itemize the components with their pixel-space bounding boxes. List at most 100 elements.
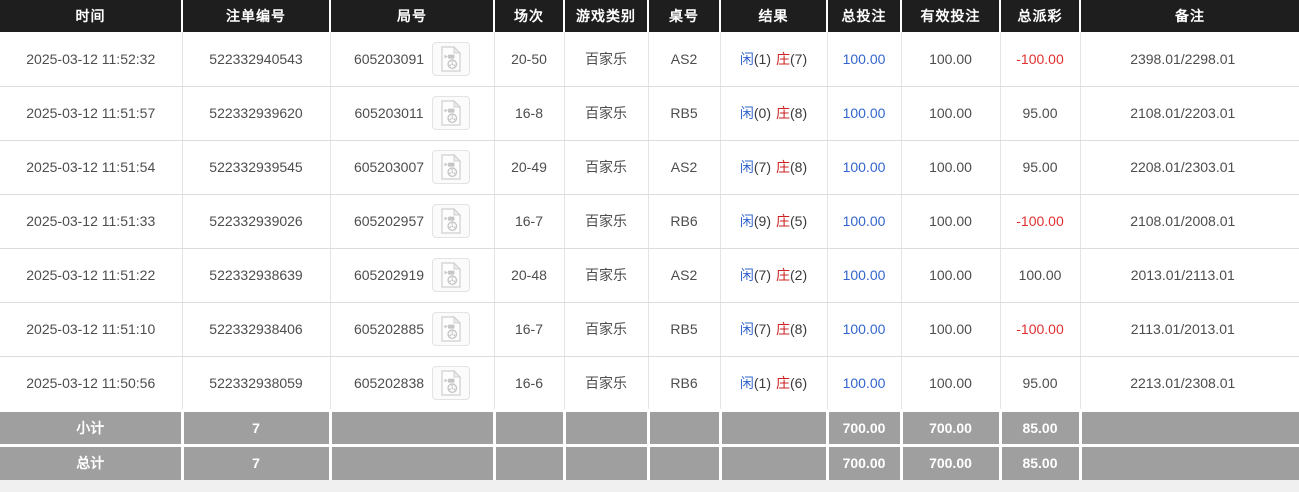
- remark-cell: 2213.01/2308.01: [1080, 356, 1299, 411]
- game-type-cell: 百家乐: [564, 140, 649, 195]
- valid-bet-cell: 100.00: [901, 248, 1001, 303]
- result-cell: 闲(7) 庄(2): [720, 248, 828, 303]
- player-result-score: (7): [753, 321, 771, 337]
- banker-result-label: 庄: [776, 105, 790, 121]
- table-row: 2025-03-12 11:51:57 522332939620 6052030…: [0, 86, 1299, 141]
- table-no-cell: RB6: [648, 194, 721, 249]
- total-bet-link[interactable]: 100.00: [842, 159, 886, 175]
- valid-bet-cell: 100.00: [901, 302, 1001, 357]
- banker-result-label: 庄: [776, 159, 790, 175]
- time-cell: 2025-03-12 11:51:10: [0, 302, 183, 357]
- payout-cell: -100.00: [1000, 32, 1081, 87]
- round-no-value: 605202957: [353, 213, 425, 229]
- summary-total-bet-cell: 700.00: [827, 443, 903, 480]
- total-bet-link[interactable]: 100.00: [842, 321, 886, 337]
- player-result-label: 闲: [739, 267, 754, 283]
- remark-cell: 2108.01/2008.01: [1080, 194, 1299, 249]
- col-header-total-payout: 总派彩: [1000, 0, 1081, 32]
- video-replay-icon: [441, 262, 462, 288]
- video-replay-button[interactable]: [432, 204, 471, 238]
- table-no-cell: AS2: [648, 248, 721, 303]
- game-type-cell: 百家乐: [564, 86, 649, 141]
- total-bet-link[interactable]: 100.00: [842, 105, 886, 121]
- table-no-cell: RB5: [648, 302, 721, 357]
- video-replay-button[interactable]: [432, 365, 471, 400]
- game-type-cell: 百家乐: [564, 32, 649, 87]
- banker-result-score: (7): [790, 50, 808, 67]
- total-bet-link[interactable]: 100.00: [842, 50, 886, 67]
- total-bet-link[interactable]: 100.00: [842, 213, 886, 229]
- summary-empty-cell: [564, 443, 650, 480]
- table-no-cell: RB5: [648, 86, 721, 141]
- col-header-round-no: 局号: [330, 0, 495, 32]
- table-row: 2025-03-12 11:51:54 522332939545 6052030…: [0, 140, 1299, 195]
- col-header-result: 结果: [720, 0, 828, 32]
- bet-id-cell: 522332940543: [182, 32, 331, 87]
- time-cell: 2025-03-12 11:51:57: [0, 86, 183, 141]
- valid-bet-cell: 100.00: [901, 356, 1001, 411]
- round-no-value: 605202919: [353, 267, 425, 283]
- time-cell: 2025-03-12 11:51:33: [0, 194, 183, 249]
- payout-value: -100.00: [1016, 213, 1064, 229]
- video-replay-button[interactable]: [432, 312, 471, 346]
- session-cell: 20-50: [494, 32, 565, 87]
- table-row: 2025-03-12 11:50:56 522332938059 6052028…: [0, 356, 1299, 411]
- payout-cell: -100.00: [1000, 194, 1081, 249]
- video-replay-button[interactable]: [432, 41, 471, 76]
- video-replay-icon: [441, 316, 462, 342]
- total-bet-link[interactable]: 100.00: [842, 374, 886, 391]
- banker-result-label: 庄: [776, 374, 790, 391]
- total-bet-cell: 100.00: [827, 302, 902, 357]
- result-cell: 闲(7) 庄(8): [720, 302, 828, 357]
- summary-row: 小计 7 700.00 700.00 85.00: [0, 408, 1299, 445]
- time-cell: 2025-03-12 11:51:22: [0, 248, 183, 303]
- summary-empty-cell: [648, 443, 722, 480]
- col-header-table-no: 桌号: [648, 0, 721, 32]
- player-result-score: (9): [753, 213, 771, 229]
- player-result-label: 闲: [739, 105, 754, 121]
- player-result-score: (7): [753, 267, 771, 283]
- round-no-value: 605203011: [354, 105, 424, 121]
- bet-id-cell: 522332938406: [182, 302, 331, 357]
- col-header-remark: 备注: [1080, 0, 1299, 32]
- round-no-cell: 605202957: [330, 194, 495, 249]
- total-bet-link[interactable]: 100.00: [842, 267, 886, 283]
- bet-records-table: 时间 注单编号 局号 场次 游戏类别 桌号 结果 总投注 有效投注 总派彩 备注…: [0, 0, 1299, 480]
- summary-label-cell: 总计: [0, 443, 184, 480]
- records-body: 2025-03-12 11:52:32 522332940543 6052030…: [0, 32, 1299, 411]
- summary-valid-bet-cell: 700.00: [901, 443, 1002, 480]
- banker-result-label: 庄: [776, 267, 790, 283]
- table-no-cell: RB6: [648, 356, 721, 411]
- summary-label-cell: 小计: [0, 408, 184, 445]
- summary-payout-cell: 85.00: [1000, 408, 1082, 445]
- summary-row: 总计 7 700.00 700.00 85.00: [0, 443, 1299, 480]
- bet-id-cell: 522332938059: [182, 356, 331, 411]
- time-cell: 2025-03-12 11:51:54: [0, 140, 183, 195]
- bet-id-cell: 522332939545: [182, 140, 331, 195]
- banker-result-label: 庄: [776, 50, 790, 67]
- banker-result-score: (2): [790, 267, 808, 283]
- col-header-game-type: 游戏类别: [564, 0, 649, 32]
- game-type-cell: 百家乐: [564, 356, 649, 411]
- video-replay-icon: [441, 45, 462, 72]
- player-result-score: (7): [753, 159, 771, 175]
- summary-total-bet-cell: 700.00: [827, 408, 903, 445]
- session-cell: 20-49: [494, 140, 565, 195]
- payout-cell: 100.00: [1000, 248, 1081, 303]
- table-row: 2025-03-12 11:51:22 522332938639 6052029…: [0, 248, 1299, 303]
- session-cell: 16-8: [494, 86, 565, 141]
- video-replay-button[interactable]: [432, 258, 471, 292]
- valid-bet-cell: 100.00: [901, 32, 1001, 87]
- valid-bet-cell: 100.00: [901, 140, 1001, 195]
- result-cell: 闲(7) 庄(8): [720, 140, 828, 195]
- player-result-score: (0): [753, 105, 771, 121]
- payout-cell: 95.00: [1000, 140, 1081, 195]
- round-no-cell: 605203011: [330, 86, 495, 141]
- video-replay-button[interactable]: [431, 96, 470, 130]
- summary-empty-cell: [564, 408, 650, 445]
- table-row: 2025-03-12 11:52:32 522332940543 6052030…: [0, 32, 1299, 87]
- summary-empty-cell: [720, 408, 829, 445]
- video-replay-button[interactable]: [432, 150, 471, 184]
- player-result-score: (1): [753, 374, 771, 391]
- remark-cell: 2113.01/2013.01: [1080, 302, 1299, 357]
